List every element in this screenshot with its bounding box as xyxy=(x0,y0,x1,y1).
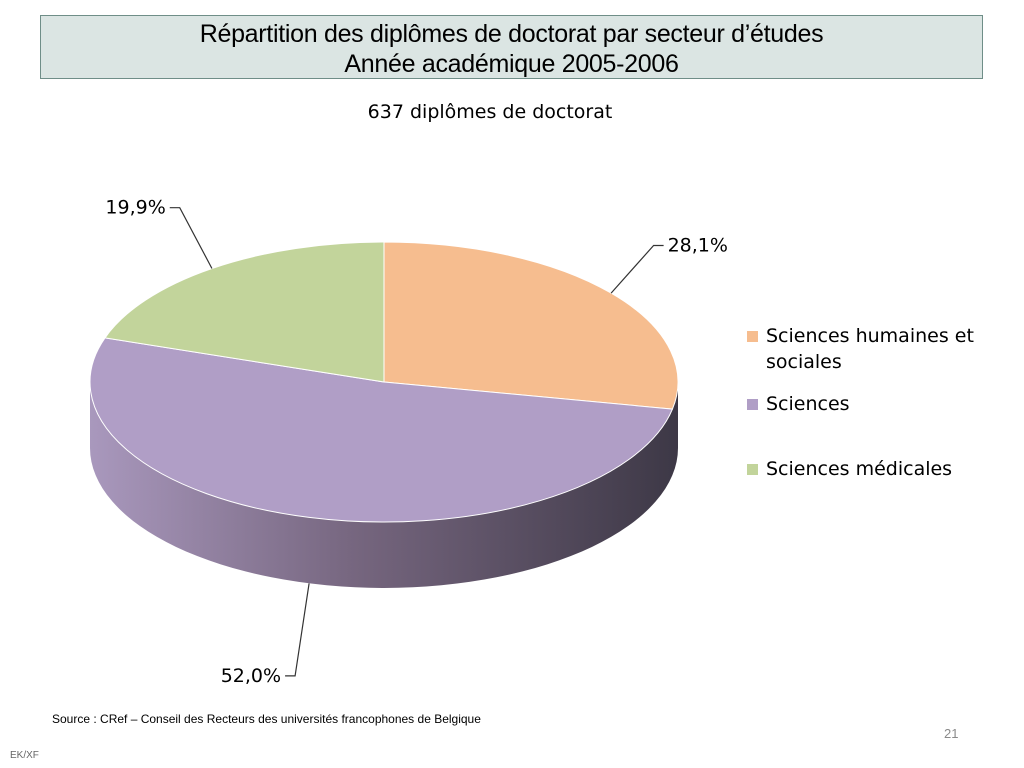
legend-item-sciences: Sciences xyxy=(747,391,996,417)
legend-item-sciences-medicales: Sciences médicales xyxy=(747,456,996,482)
pie-data-labels: 28,1% 52,0% 19,9% xyxy=(105,197,728,687)
slide-title: Répartition des diplômes de doctorat par… xyxy=(199,20,824,48)
leader-line xyxy=(285,583,310,677)
legend-item-sciences-humaines: Sciences humaines et sociales xyxy=(747,323,996,375)
legend-label: Sciences médicales xyxy=(766,458,953,480)
legend-swatch xyxy=(747,331,758,342)
leader-line xyxy=(610,244,664,294)
legend-swatch xyxy=(747,464,758,475)
legend-swatch xyxy=(747,399,758,410)
title-banner: Répartition des diplômes de doctorat par… xyxy=(40,15,983,79)
pie-slice xyxy=(383,241,679,410)
chart-title: 637 diplômes de doctorat xyxy=(367,101,613,123)
slide-subtitle: Année académique 2005-2006 xyxy=(344,50,679,78)
author-initials: EK/XF xyxy=(10,750,39,761)
pie-chart: 28,1% 52,0% 19,9% xyxy=(89,197,728,687)
pie-side-surface xyxy=(90,382,678,588)
page-number: 21 xyxy=(944,726,959,741)
pie-data-label: 19,9% xyxy=(105,197,165,219)
legend-label: Sciences xyxy=(766,393,850,415)
pie-data-label: 28,1% xyxy=(668,234,728,256)
leader-line xyxy=(169,207,213,269)
pie-slice xyxy=(104,241,385,383)
source-note: Source : CRef – Conseil des Recteurs des… xyxy=(52,712,481,726)
pie-side-wall xyxy=(90,382,678,588)
pie-data-label: 52,0% xyxy=(221,665,281,687)
pie-leader-lines xyxy=(169,207,664,677)
legend-label: Sciences humaines et sociales xyxy=(766,325,974,373)
pie-slices xyxy=(89,241,679,523)
pie-slice xyxy=(89,337,674,523)
